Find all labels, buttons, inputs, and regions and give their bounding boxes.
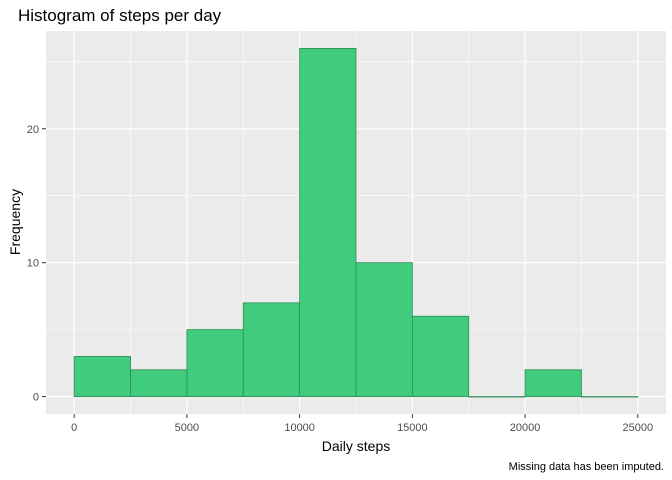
histogram-bar	[299, 48, 357, 397]
y-tick-label: 10	[27, 258, 39, 270]
x-axis-label: Daily steps	[322, 438, 390, 454]
bars	[73, 48, 639, 398]
x-tick-label: 10000	[284, 422, 315, 434]
histogram-bar	[411, 315, 470, 397]
histogram-bar	[242, 302, 301, 397]
y-tick-label: 0	[33, 392, 39, 404]
histogram-bar	[524, 369, 582, 397]
x-axis-ticks: 0 5000 10000 15000 20000 25000	[71, 414, 653, 434]
x-tick-label: 5000	[175, 422, 199, 434]
caption: Missing data has been imputed.	[509, 461, 664, 473]
histogram-bar	[581, 396, 639, 398]
histogram-bar	[468, 396, 526, 398]
y-tick-label: 20	[27, 124, 39, 136]
x-tick-label: 0	[71, 422, 77, 434]
x-tick-label: 15000	[397, 422, 428, 434]
chart-title: Histogram of steps per day	[18, 6, 222, 25]
histogram-bar	[73, 356, 131, 397]
y-axis-ticks: 0 10 20	[27, 124, 46, 404]
y-axis-label: Frequency	[7, 189, 23, 255]
histogram-bar	[355, 262, 413, 397]
histogram-bar	[186, 329, 244, 397]
x-tick-label: 20000	[510, 422, 541, 434]
x-tick-label: 25000	[623, 422, 654, 434]
histogram-bar	[130, 369, 188, 397]
